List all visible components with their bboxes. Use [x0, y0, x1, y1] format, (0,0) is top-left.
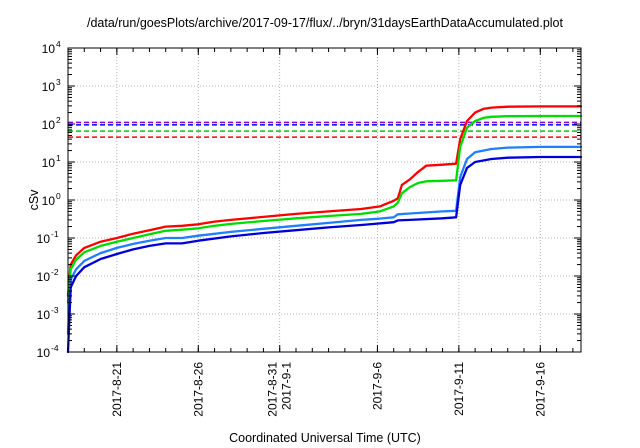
x-tick-label: 2017-9-16	[533, 362, 547, 417]
x-tick-label: 2017-9-1	[280, 362, 294, 410]
x-axis-label: Coordinated Universal Time (UTC)	[229, 431, 421, 445]
y-tick-label-exponent: 2	[56, 115, 61, 125]
y-tick-label: 10	[37, 232, 51, 246]
y-tick-label-exponent: 1	[56, 153, 61, 163]
y-tick-label-exponent: -2	[51, 267, 59, 277]
y-tick-label-exponent: -3	[51, 305, 59, 315]
y-tick-label: 10	[37, 346, 51, 360]
x-tick-label: 2017-8-26	[191, 362, 205, 417]
y-axis-label: cSv	[27, 189, 41, 211]
plot-frame	[67, 47, 582, 353]
x-tick-label: 2017-8-21	[110, 362, 124, 417]
y-tick-label: 10	[42, 118, 56, 132]
y-tick-label-exponent: 4	[56, 39, 61, 49]
threshold-lines	[68, 121, 581, 138]
y-tick-label: 10	[42, 156, 56, 170]
y-tick-label-exponent: -4	[51, 343, 59, 353]
x-tick-label: 2017-8-31	[266, 362, 280, 417]
y-tick-label: 10	[42, 42, 56, 56]
y-tick-label-exponent: 3	[56, 77, 61, 87]
x-tick-label: 2017-9-6	[370, 362, 384, 410]
series-line	[66, 114, 583, 304]
series-line	[66, 155, 583, 354]
y-tick-label-exponent: 0	[56, 191, 61, 201]
y-tick-label-exponent: -1	[51, 229, 59, 239]
data-series	[66, 105, 583, 354]
series-line	[66, 145, 583, 336]
y-tick-label: 10	[37, 308, 51, 322]
series-line	[66, 105, 583, 298]
chart-title: /data/run/goesPlots/archive/2017-09-17/f…	[87, 16, 563, 30]
y-tick-label: 10	[42, 80, 56, 94]
x-tick-label: 2017-9-11	[452, 362, 466, 416]
x-axis: 2017-8-21 2017-8-26 2017-8-31 2017-9-1 2017-…	[83, 48, 574, 417]
grid	[68, 48, 581, 352]
y-tick-label: 10	[37, 270, 51, 284]
y-tick-label: 10	[42, 194, 56, 208]
